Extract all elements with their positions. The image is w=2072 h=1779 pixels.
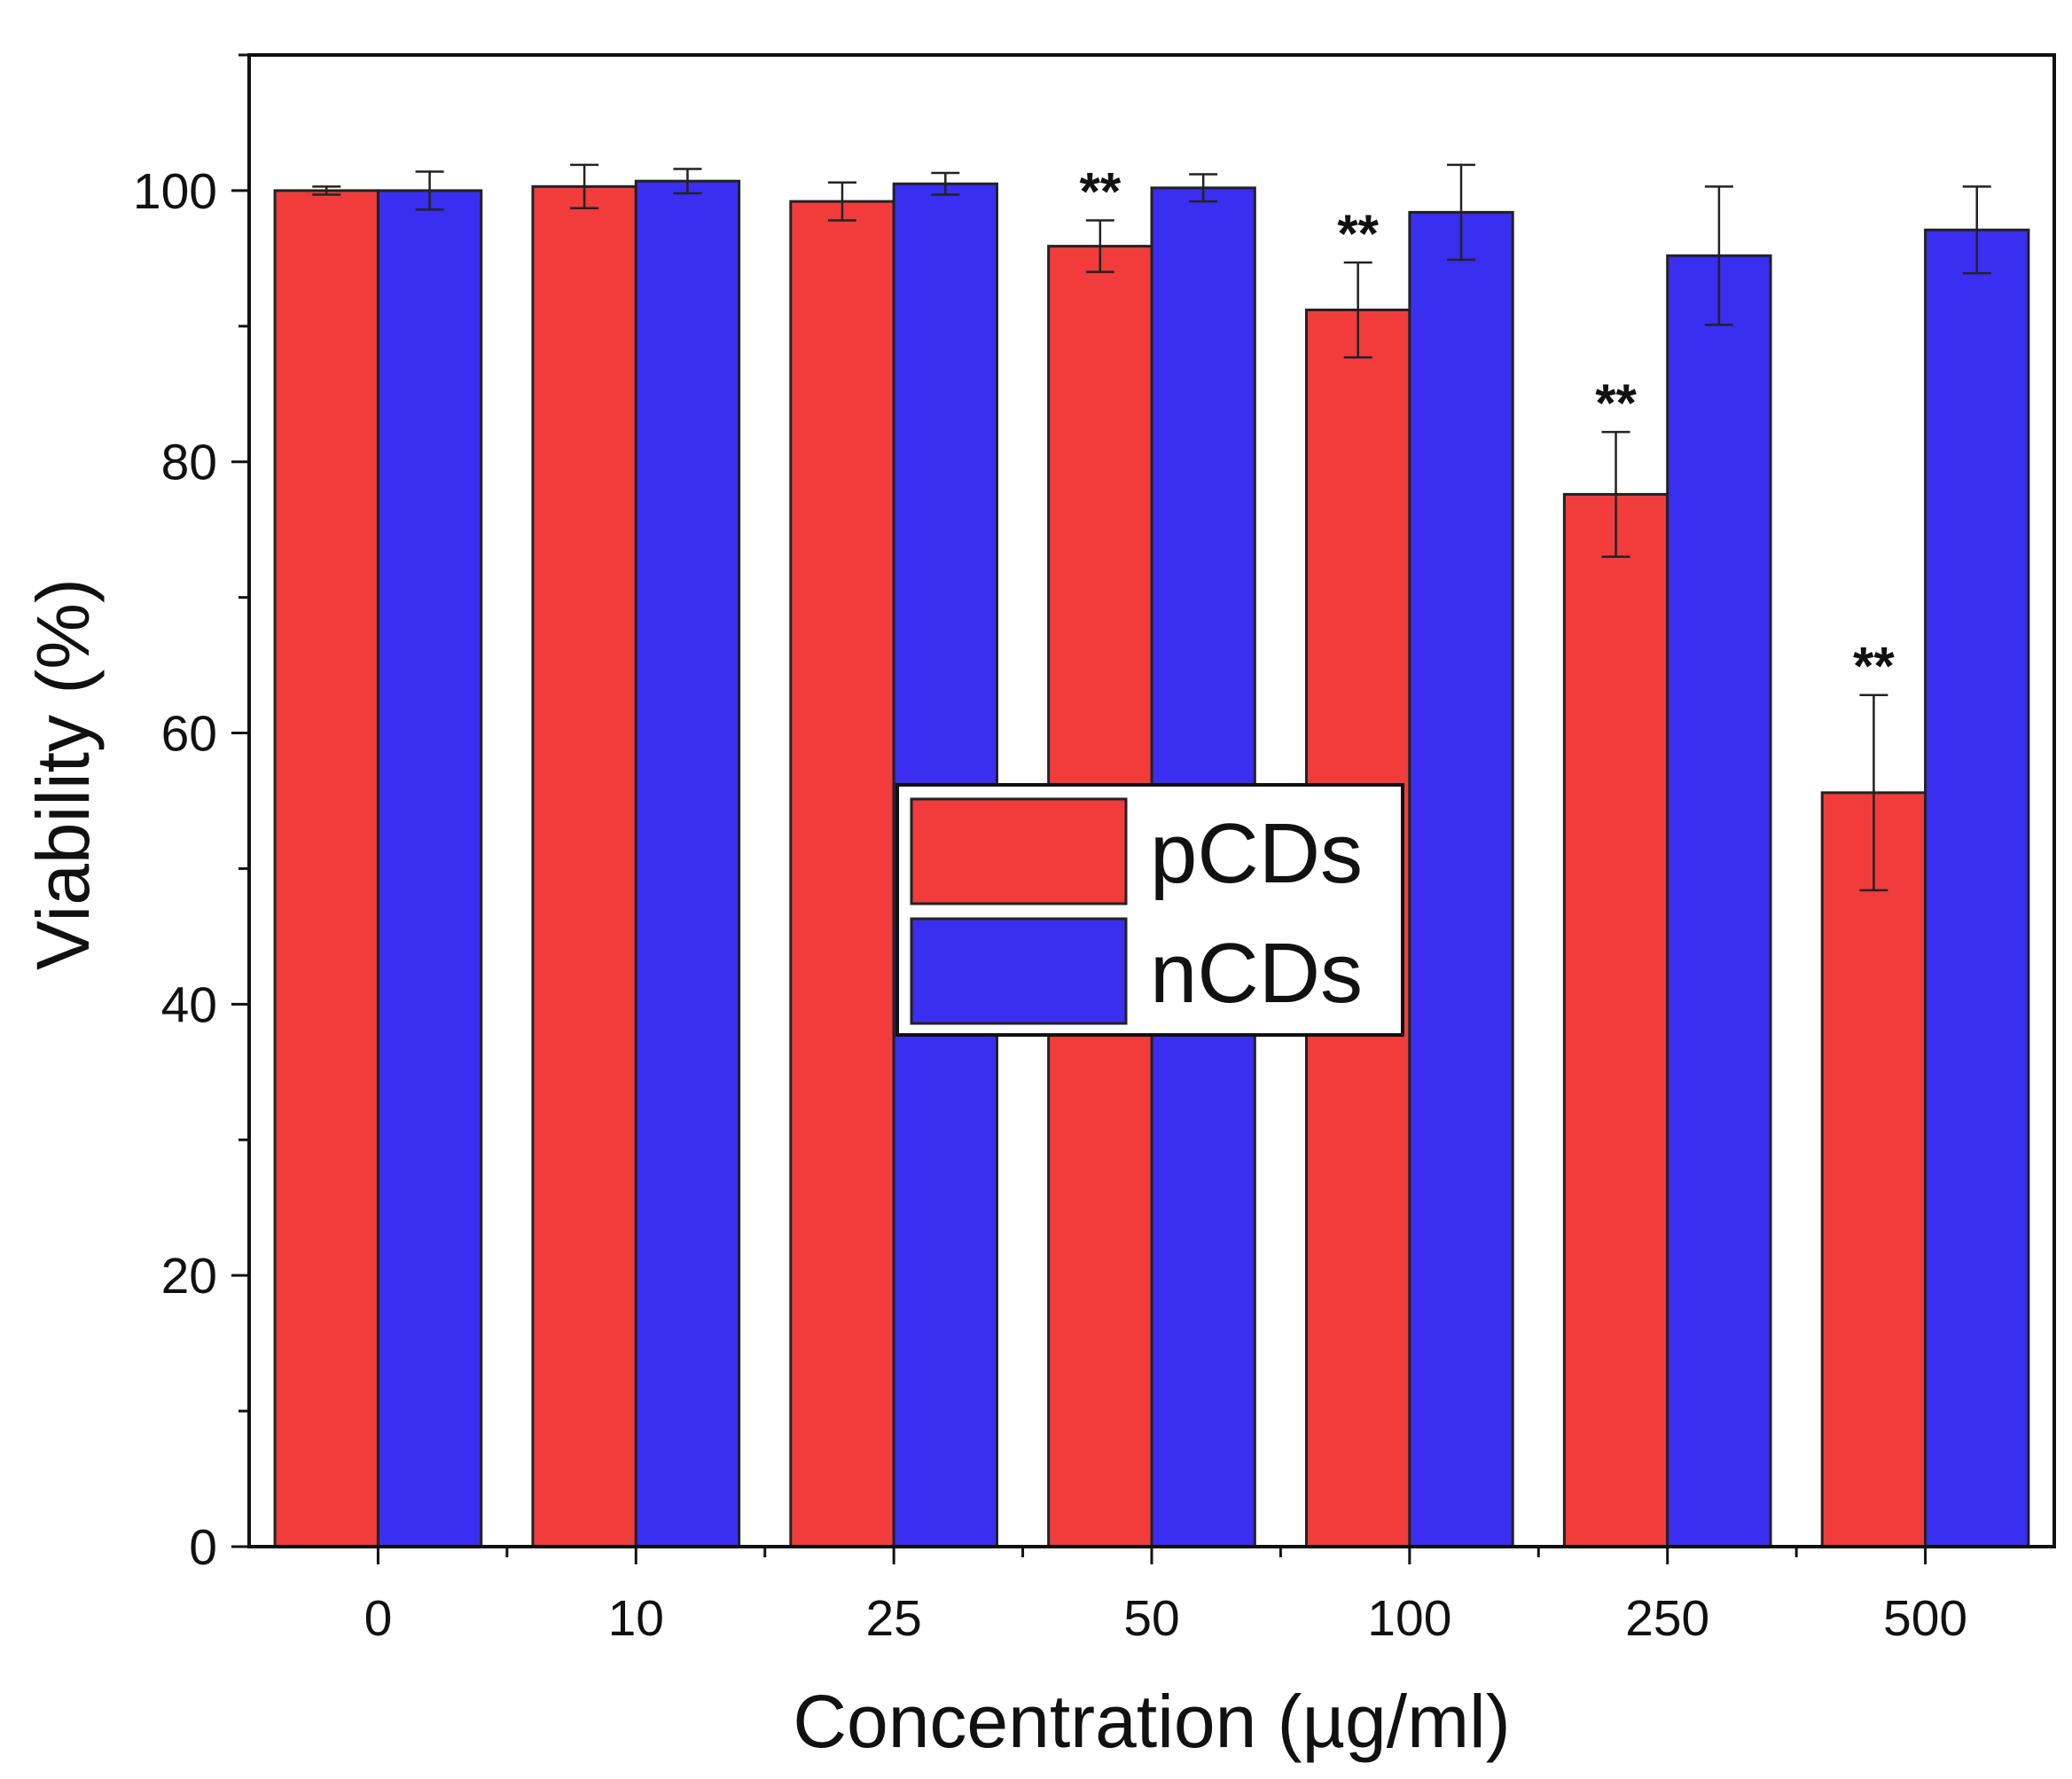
x-tick-label-250: 250 — [1625, 1590, 1709, 1647]
legend-label-nCDs: nCDs — [1150, 926, 1363, 1021]
significance-pCDs-250: ** — [1595, 373, 1637, 433]
axis-ticks-layer: 0 10 25 50 100 250 500 0 20 40 60 80 100 — [133, 53, 1967, 1647]
significance-layer: ** ** ** ** — [1079, 162, 1895, 696]
bar-nCDs-250 — [1666, 254, 1772, 1548]
bar-nCDs-0 — [376, 189, 483, 1548]
bars-layer — [273, 179, 2030, 1548]
legend-swatch-pCDs — [910, 797, 1128, 905]
legend-label-pCDs: pCDs — [1150, 806, 1363, 901]
significance-pCDs-500: ** — [1853, 637, 1895, 696]
legend-swatch-nCDs — [910, 917, 1128, 1025]
x-tick-label-10: 10 — [608, 1590, 664, 1647]
y-tick-label-0: 0 — [189, 1519, 217, 1576]
significance-pCDs-100: ** — [1337, 204, 1379, 263]
y-axis-title: Viability (%) — [21, 578, 105, 970]
legend: pCDs nCDs — [895, 783, 1404, 1037]
bar-pCDs-250 — [1562, 492, 1669, 1548]
bar-pCDs-25 — [789, 200, 895, 1548]
y-tick-label-60: 60 — [161, 706, 217, 763]
x-tick-label-25: 25 — [865, 1590, 921, 1647]
x-tick-label-500: 500 — [1883, 1590, 1967, 1647]
x-axis-title: Concentration (µg/ml) — [793, 1680, 1510, 1763]
error-bars-layer — [312, 163, 1991, 892]
x-tick-label-0: 0 — [364, 1590, 393, 1647]
bar-pCDs-0 — [273, 189, 379, 1548]
bar-nCDs-500 — [1924, 228, 2030, 1548]
y-tick-label-100: 100 — [133, 163, 217, 220]
bar-pCDs-500 — [1820, 791, 1927, 1548]
x-tick-label-100: 100 — [1367, 1590, 1451, 1647]
bar-nCDs-10 — [634, 179, 741, 1548]
significance-pCDs-50: ** — [1079, 162, 1121, 222]
x-tick-label-50: 50 — [1123, 1590, 1179, 1647]
y-tick-label-40: 40 — [161, 976, 217, 1033]
y-tick-label-20: 20 — [161, 1248, 217, 1305]
y-tick-label-80: 80 — [161, 435, 217, 491]
bar-pCDs-10 — [531, 184, 637, 1548]
bar-nCDs-100 — [1408, 210, 1514, 1548]
